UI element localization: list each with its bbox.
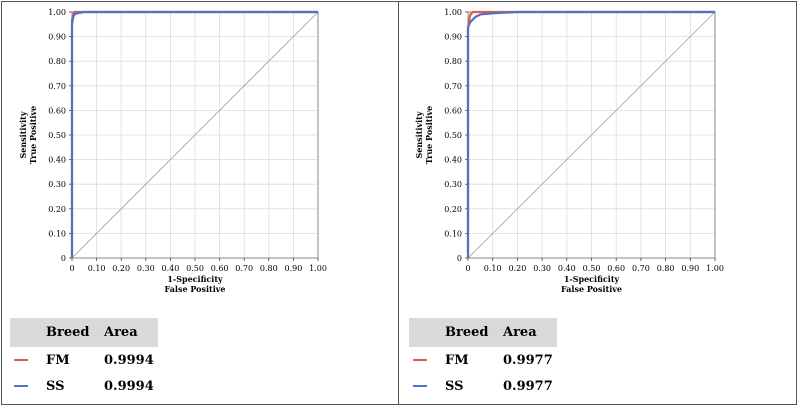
- legend-swatch-ss: [14, 385, 28, 387]
- x-tick-label: 0.50: [186, 264, 204, 273]
- y-tick-label: 0.50: [444, 131, 462, 140]
- legend-row: FM 0.9977: [409, 347, 557, 373]
- roc-curve-ss: [466, 10, 715, 258]
- y-tick-label: 0.90: [48, 33, 66, 42]
- legend-header-area: Area: [503, 325, 537, 340]
- x-tick-label: 0.10: [88, 264, 106, 273]
- legend-row: SS 0.9994: [10, 373, 158, 399]
- y-tick-label: 0.30: [444, 180, 462, 189]
- x-tick-label: 1.00: [706, 264, 724, 273]
- x-tick-label: 0.70: [235, 264, 253, 273]
- y-tick-label: 0.40: [48, 156, 66, 165]
- legend-row: SS 0.9977: [409, 373, 557, 399]
- legend-swatch-fm: [14, 359, 28, 361]
- y-tick-label: 0.80: [444, 57, 462, 66]
- x-tick-label: 0.10: [484, 264, 502, 273]
- legend-row: FM 0.9994: [10, 347, 158, 373]
- x-tick-label: 0.30: [137, 264, 155, 273]
- legend-header-breed: Breed: [46, 325, 90, 340]
- legend-header-breed: Breed: [445, 325, 489, 340]
- y-tick-label: 0: [61, 254, 66, 263]
- y-tick-label: 0.20: [48, 205, 66, 214]
- x-tick-label: 0.40: [161, 264, 179, 273]
- x-tick-label: 0: [465, 264, 470, 273]
- y-tick-label: 0.10: [444, 229, 462, 238]
- x-tick-label: 0.20: [112, 264, 130, 273]
- x-axis-title: 1-Specificity: [167, 274, 223, 284]
- x-tick-label: 0.80: [657, 264, 675, 273]
- legend-area: 0.9994: [104, 352, 154, 368]
- legend-swatch-ss: [413, 385, 427, 387]
- y-tick-label: 0.80: [48, 57, 66, 66]
- legend-swatch-fm: [413, 359, 427, 361]
- legend-header-row: Breed Area: [10, 318, 158, 347]
- y-tick-label: 0.60: [48, 106, 66, 115]
- y-tick-label: 0.70: [48, 82, 66, 91]
- legend-header-area: Area: [104, 325, 138, 340]
- roc-chart-right: 0 0.10 0.20 0.30 0.40 0.50 0.60 0.70 0.80 0.90 1.0…: [414, 8, 724, 294]
- x-tick-label: 0: [69, 264, 74, 273]
- y-tick-label: 0.90: [444, 33, 462, 42]
- x-tick-label: 0.50: [583, 264, 601, 273]
- x-tick-label: 0.60: [607, 264, 625, 273]
- roc-panel-left: 0 0.10 0.20 0.30 0.40 0.50 0.60 0.70 0.80 0.90 1.0…: [0, 0, 398, 405]
- x-tick-label: 0.40: [558, 264, 576, 273]
- roc-panel-right: 0 0.10 0.20 0.30 0.40 0.50 0.60 0.70 0.80 0.90 1.0…: [399, 0, 797, 405]
- x-tick-label: 0.90: [681, 264, 699, 273]
- y-tick-label: 0.70: [444, 82, 462, 91]
- x-tick-label: 0.20: [508, 264, 526, 273]
- y-axis-title: Sensitivity: [414, 111, 424, 158]
- y-tick-label: 0.50: [48, 131, 66, 140]
- y-tick-label: 0.40: [444, 156, 462, 165]
- legend-breed: FM: [46, 352, 70, 368]
- y-tick-label: 0.20: [444, 205, 462, 214]
- legend-area: 0.9977: [503, 378, 553, 394]
- x-axis-title: 1-Specificity: [564, 274, 620, 284]
- x-tick-label: 0.80: [260, 264, 278, 273]
- y-axis-subtitle: True Positive: [424, 106, 434, 164]
- y-tick-label: 0.10: [48, 229, 66, 238]
- x-tick-label: 0.70: [632, 264, 650, 273]
- legend-breed: SS: [46, 378, 65, 394]
- y-tick-label: 0.30: [48, 180, 66, 189]
- y-axis-subtitle: True Positive: [28, 106, 38, 164]
- y-tick-label: 1.00: [444, 8, 462, 17]
- legend-table-left: Breed Area FM 0.9994 SS 0.9994: [10, 318, 158, 399]
- diagonal-reference-line: [71, 11, 319, 259]
- legend-header-row: Breed Area: [409, 318, 557, 347]
- x-tick-label: 1.00: [309, 264, 327, 273]
- panel-divider: [398, 1, 399, 405]
- y-tick-label: 0: [457, 254, 462, 263]
- legend-table-right: Breed Area FM 0.9977 SS 0.9977: [409, 318, 557, 399]
- x-tick-label: 0.60: [211, 264, 229, 273]
- x-tick-label: 0.90: [284, 264, 302, 273]
- x-axis-subtitle: False Positive: [165, 284, 226, 294]
- y-axis-title: Sensitivity: [18, 111, 28, 158]
- legend-area: 0.9994: [104, 378, 154, 394]
- legend-breed: SS: [445, 378, 464, 394]
- diagonal-reference-line: [467, 11, 716, 259]
- y-tick-label: 0.60: [444, 106, 462, 115]
- x-axis-subtitle: False Positive: [561, 284, 622, 294]
- y-tick-label: 1.00: [48, 8, 66, 17]
- roc-chart-left: 0 0.10 0.20 0.30 0.40 0.50 0.60 0.70 0.80 0.90 1.0…: [18, 8, 327, 294]
- roc-curve-ss: [70, 10, 318, 258]
- x-tick-label: 0.30: [533, 264, 551, 273]
- legend-area: 0.9977: [503, 352, 553, 368]
- legend-breed: FM: [445, 352, 469, 368]
